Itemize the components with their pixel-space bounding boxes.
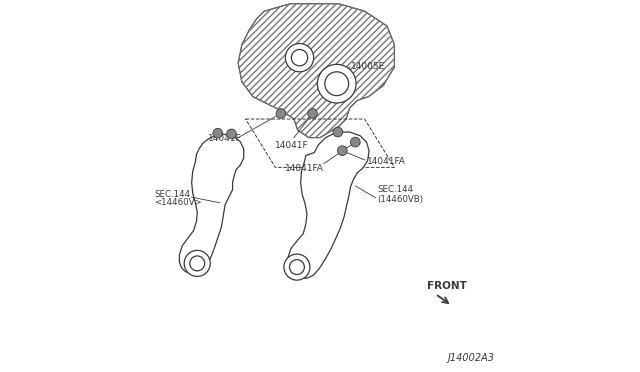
Polygon shape	[179, 134, 244, 273]
Text: J14002A3: J14002A3	[448, 353, 495, 363]
Circle shape	[213, 128, 223, 138]
Text: SEC.144: SEC.144	[378, 185, 414, 194]
Polygon shape	[288, 132, 369, 278]
Circle shape	[227, 129, 236, 139]
Circle shape	[308, 109, 317, 118]
Text: FRONT: FRONT	[427, 281, 467, 291]
Circle shape	[284, 254, 310, 280]
Circle shape	[351, 137, 360, 147]
Polygon shape	[238, 4, 394, 138]
Circle shape	[276, 109, 286, 118]
Text: 14041F: 14041F	[275, 141, 309, 150]
Circle shape	[317, 64, 356, 103]
Text: SEC.144: SEC.144	[154, 190, 191, 199]
Text: 14041FA: 14041FA	[367, 157, 405, 166]
Circle shape	[337, 146, 347, 155]
Circle shape	[333, 127, 342, 137]
Text: 14005E: 14005E	[351, 62, 385, 71]
Text: <14460V>: <14460V>	[154, 198, 202, 207]
Circle shape	[285, 44, 314, 72]
Text: (14460VB): (14460VB)	[378, 195, 424, 203]
Circle shape	[184, 250, 211, 276]
Text: 14841FA: 14841FA	[285, 164, 324, 173]
Text: 14041F: 14041F	[209, 134, 242, 143]
